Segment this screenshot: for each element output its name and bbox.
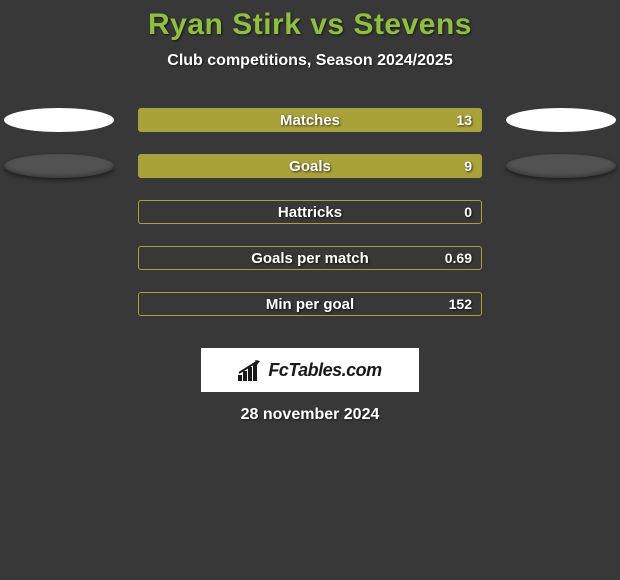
stat-row: Goals per match0.69 bbox=[0, 246, 620, 292]
subtitle: Club competitions, Season 2024/2025 bbox=[0, 52, 620, 70]
stats-list: Matches13Goals9Hattricks0Goals per match… bbox=[0, 108, 620, 338]
stat-row: Hattricks0 bbox=[0, 200, 620, 246]
right-ellipse bbox=[506, 154, 616, 178]
left-ellipse bbox=[4, 108, 114, 132]
right-ellipse bbox=[506, 108, 616, 132]
logo-bars-icon bbox=[238, 359, 264, 381]
logo-box: FcTables.com bbox=[201, 348, 419, 392]
left-ellipse bbox=[4, 154, 114, 178]
stat-row: Matches13 bbox=[0, 108, 620, 154]
stat-bar bbox=[138, 154, 482, 178]
page-title: Ryan Stirk vs Stevens bbox=[0, 8, 620, 42]
stat-row: Min per goal152 bbox=[0, 292, 620, 338]
stat-bar-fill bbox=[139, 155, 481, 177]
stat-bar-fill bbox=[139, 109, 481, 131]
date-text: 28 november 2024 bbox=[0, 406, 620, 424]
stat-bar bbox=[138, 246, 482, 270]
logo-text: FcTables.com bbox=[268, 360, 381, 381]
stat-bar bbox=[138, 108, 482, 132]
stat-bar bbox=[138, 200, 482, 224]
stat-bar bbox=[138, 292, 482, 316]
stat-row: Goals9 bbox=[0, 154, 620, 200]
